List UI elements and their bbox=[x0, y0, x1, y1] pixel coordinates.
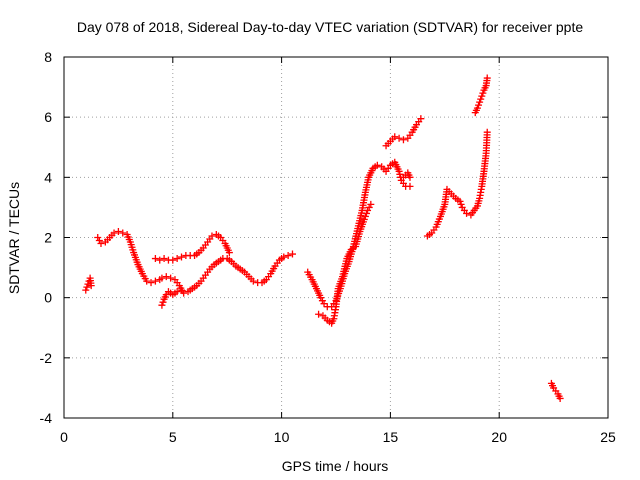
x-tick-label: 25 bbox=[600, 429, 616, 445]
data-point bbox=[284, 252, 292, 260]
data-point bbox=[473, 104, 481, 112]
x-axis-label: GPS time / hours bbox=[282, 458, 389, 474]
data-point bbox=[361, 212, 369, 220]
data-point bbox=[159, 298, 167, 306]
y-tick-label: 8 bbox=[44, 49, 52, 65]
data-point bbox=[456, 197, 464, 205]
axis-ticks bbox=[63, 56, 609, 419]
y-tick-label: 4 bbox=[44, 169, 52, 185]
data-point bbox=[417, 115, 425, 123]
data-point bbox=[406, 182, 414, 190]
x-tick-label: 10 bbox=[274, 429, 290, 445]
data-point bbox=[477, 95, 485, 103]
data-point bbox=[288, 250, 296, 258]
x-tick-label: 20 bbox=[491, 429, 507, 445]
data-point bbox=[119, 229, 127, 237]
data-point bbox=[362, 209, 370, 217]
x-tick-label: 0 bbox=[60, 429, 68, 445]
data-point bbox=[317, 294, 325, 302]
data-point bbox=[478, 92, 486, 100]
data-point bbox=[151, 255, 159, 263]
data-point bbox=[158, 274, 166, 282]
data-point bbox=[82, 286, 90, 294]
data-point bbox=[225, 249, 233, 257]
data-point bbox=[178, 286, 186, 294]
data-point bbox=[143, 277, 151, 285]
data-point bbox=[457, 200, 465, 208]
data-point bbox=[280, 253, 288, 261]
y-tick-label: 2 bbox=[44, 230, 52, 246]
data-point bbox=[315, 310, 323, 318]
gridlines bbox=[64, 57, 608, 418]
data-point bbox=[114, 227, 122, 235]
y-tick-label: 6 bbox=[44, 109, 52, 125]
data-point bbox=[399, 136, 407, 144]
data-point bbox=[318, 297, 326, 305]
data-point bbox=[249, 277, 257, 285]
data-point bbox=[110, 229, 118, 237]
data-point bbox=[173, 255, 181, 263]
data-point bbox=[167, 274, 175, 282]
data-point bbox=[396, 170, 404, 178]
data-point bbox=[475, 101, 483, 109]
data-point bbox=[97, 240, 105, 248]
data-point bbox=[162, 273, 170, 281]
data-point bbox=[483, 128, 491, 136]
x-tick-labels: 0 5 10 15 20 25 bbox=[60, 429, 616, 445]
data-point bbox=[360, 215, 368, 223]
data-point bbox=[320, 300, 328, 308]
data-point bbox=[395, 167, 403, 175]
data-point bbox=[373, 161, 381, 169]
data-point bbox=[147, 279, 155, 287]
data-point bbox=[169, 256, 177, 264]
y-tick-labels: -4 -2 0 2 4 6 8 bbox=[40, 49, 53, 426]
data-point bbox=[95, 237, 103, 245]
data-point bbox=[476, 98, 484, 106]
data-point bbox=[173, 288, 181, 296]
data-point bbox=[365, 203, 373, 211]
data-point bbox=[178, 253, 186, 261]
y-tick-label: -2 bbox=[40, 350, 53, 366]
data-point bbox=[483, 74, 491, 82]
data-point bbox=[158, 301, 166, 309]
data-point bbox=[364, 206, 372, 214]
data-point bbox=[83, 283, 91, 291]
data-point bbox=[151, 277, 159, 285]
y-tick-label: 0 bbox=[44, 290, 52, 306]
data-point bbox=[208, 232, 216, 240]
x-tick-label: 5 bbox=[169, 429, 177, 445]
data-point bbox=[156, 256, 164, 264]
data-points bbox=[82, 74, 564, 402]
data-point bbox=[556, 394, 564, 402]
data-point bbox=[391, 133, 399, 141]
data-point bbox=[160, 255, 168, 263]
data-point bbox=[367, 200, 375, 208]
y-tick-label: -4 bbox=[40, 410, 53, 426]
data-point bbox=[479, 89, 487, 97]
data-point bbox=[87, 282, 95, 290]
x-tick-label: 15 bbox=[383, 429, 399, 445]
data-point bbox=[463, 209, 471, 217]
data-point bbox=[94, 234, 102, 241]
data-point bbox=[395, 134, 403, 142]
data-point bbox=[406, 173, 414, 181]
chart-title: Day 078 of 2018, Sidereal Day-to-day VTE… bbox=[77, 19, 584, 35]
y-axis-label: SDTVAR / TECUs bbox=[6, 182, 22, 294]
